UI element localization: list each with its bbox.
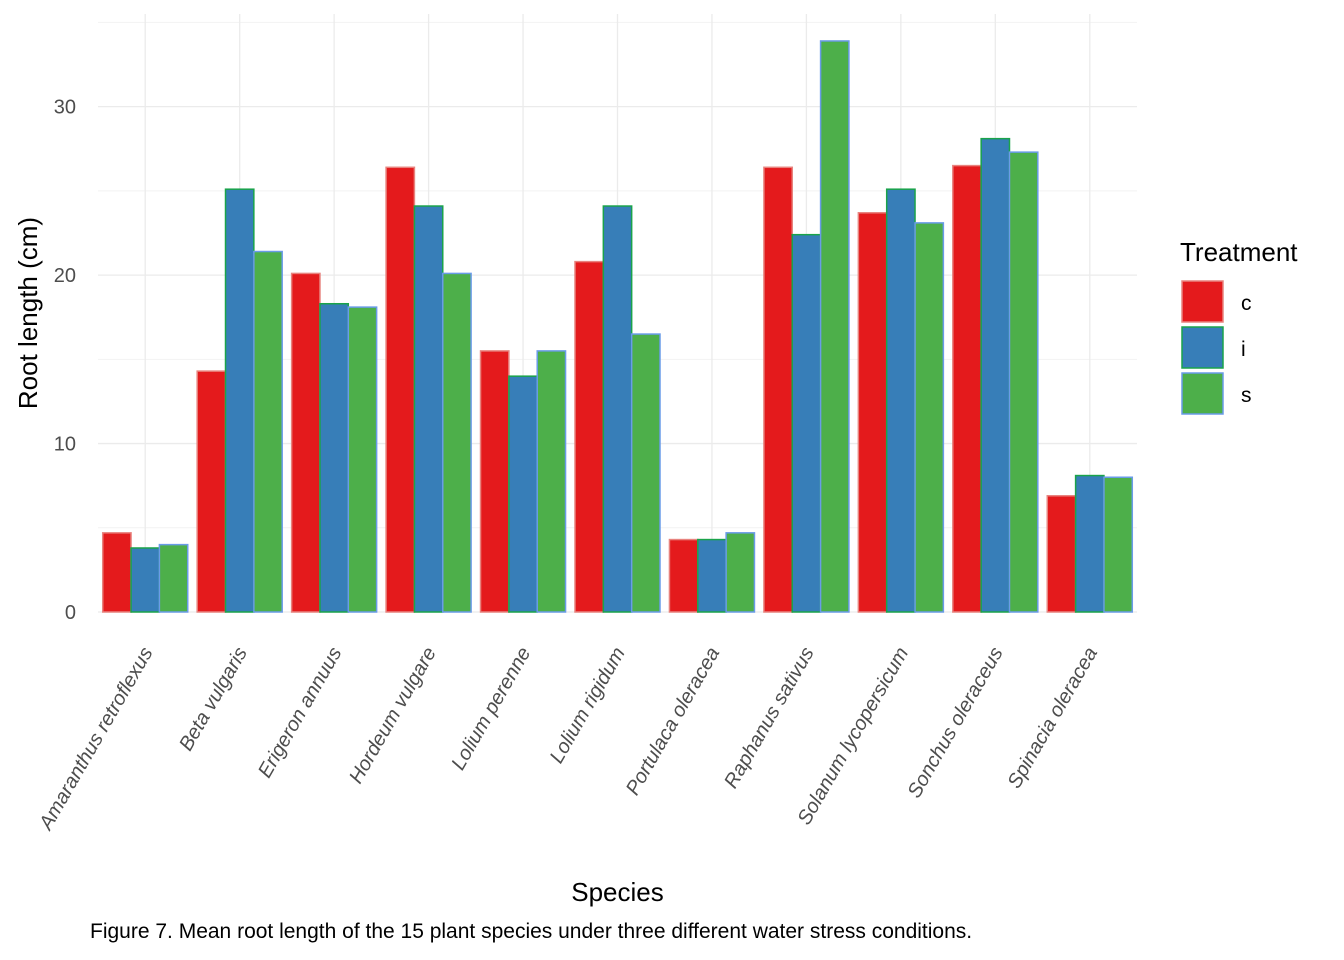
x-axis-title: Species — [571, 877, 664, 907]
x-tick-label: Raphanus sativus — [720, 644, 819, 793]
legend-key-s — [1181, 372, 1224, 415]
legend-label-i: i — [1241, 338, 1246, 361]
bar-c-6 — [574, 260, 605, 613]
bar-s-7 — [725, 532, 756, 613]
bar-c-3 — [290, 272, 321, 613]
bar-c-10 — [952, 164, 982, 613]
bar-s-1 — [158, 543, 189, 613]
bar-i-8 — [791, 233, 822, 613]
figure-caption: Figure 7. Mean root length of the 15 pla… — [90, 920, 973, 943]
legend-key-i — [1181, 326, 1224, 369]
x-tick-label: Solanum lycopersicum — [794, 644, 914, 829]
bar-i-6 — [602, 205, 633, 613]
bar-chart: 0 10 20 30 Amaranthus retroflexus Beta vulga… — [13, 14, 1298, 907]
bar-s-5 — [536, 350, 567, 613]
bar-c-4 — [385, 166, 416, 613]
bar-c-11 — [1046, 495, 1077, 613]
x-tick-label: Amaranthus retroflexus — [35, 644, 158, 835]
bar-c-2 — [196, 370, 227, 613]
x-tick-label: Sonchus oleraceus — [904, 643, 1008, 801]
x-tick-label: Hordeum vulgare — [345, 644, 441, 788]
bar-i-4 — [413, 205, 444, 613]
bars — [101, 40, 1134, 613]
bar-s-6 — [630, 333, 661, 613]
x-tick-label: Portulaca oleracea — [622, 644, 724, 799]
bar-s-2 — [253, 250, 283, 613]
bar-i-5 — [508, 375, 538, 613]
legend: Treatment cis — [1180, 237, 1298, 415]
bar-s-10 — [1008, 151, 1039, 613]
bar-s-11 — [1103, 476, 1134, 613]
bar-i-9 — [885, 188, 916, 613]
x-tick-label: Lolium rigidum — [546, 644, 630, 768]
legend-key-c — [1181, 280, 1224, 323]
legend-label-s: s — [1241, 384, 1252, 407]
y-tick-label: 20 — [54, 265, 76, 287]
bar-i-11 — [1074, 474, 1105, 613]
bar-s-3 — [347, 306, 378, 613]
bar-i-2 — [224, 188, 255, 613]
bar-s-9 — [914, 222, 945, 613]
bar-c-5 — [479, 350, 510, 613]
x-tick-label: Lolium perenne — [447, 644, 535, 774]
y-axis: 0 10 20 30 — [54, 97, 76, 624]
bar-i-10 — [980, 137, 1011, 613]
bar-s-8 — [819, 40, 850, 613]
bar-c-8 — [763, 166, 793, 613]
bar-i-7 — [697, 538, 727, 613]
x-tick-label: Spinacia oleracea — [1004, 644, 1103, 793]
x-tick-label: Beta vulgaris — [175, 644, 252, 755]
legend-label-c: c — [1241, 292, 1252, 315]
bar-i-1 — [130, 547, 161, 613]
x-axis: Amaranthus retroflexus Beta vulgaris Erige… — [35, 643, 1102, 834]
y-axis-title: Root length (cm) — [13, 217, 43, 409]
x-tick-label: Erigeron annuus — [254, 644, 346, 782]
bar-i-3 — [319, 302, 350, 613]
legend-title: Treatment — [1180, 237, 1298, 267]
bar-c-7 — [668, 538, 699, 613]
bar-c-9 — [857, 212, 888, 613]
bar-c-1 — [101, 532, 132, 613]
y-tick-label: 30 — [54, 97, 76, 119]
y-tick-label: 0 — [65, 602, 76, 624]
bar-s-4 — [442, 272, 472, 613]
y-tick-label: 10 — [54, 434, 76, 456]
